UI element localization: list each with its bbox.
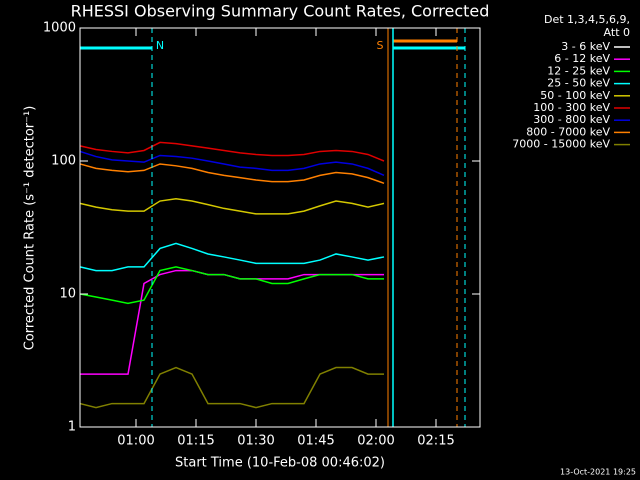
series-line [79,366,384,409]
series-line [79,163,385,184]
y-tick-label: 1 [68,420,76,435]
series-line [79,198,385,215]
x-tick-label: 01:30 [237,434,274,449]
legend-label: 800 - 7000 keV [526,125,610,138]
y-tick-label: 10 [59,287,76,302]
y-axis-label: Corrected Count Rate (s⁻¹ detector⁻¹) [23,106,38,351]
legend-title: Det 1,3,4,5,6,9, [544,13,630,26]
series-line [79,266,384,305]
event-label: S [377,39,384,52]
legend-title: Att 0 [604,26,630,39]
series-line [159,322,384,341]
legend-label: 25 - 50 keV [547,77,610,90]
y-tick-label: 100 [51,154,76,169]
footer: 13-Oct-2021 19:25 [560,468,636,477]
legend-label: 12 - 25 keV [547,64,610,77]
x-tick-label: 01:45 [297,434,334,449]
chart-title: RHESSI Observing Summary Count Rates, Co… [71,2,490,21]
legend-label: 3 - 6 keV [561,40,610,53]
x-axis-label: Start Time (10-Feb-08 00:46:02) [175,456,385,471]
legend-label: 100 - 300 keV [533,101,610,114]
legend-label: 7000 - 15000 keV [512,138,610,151]
x-tick-label: 01:00 [117,434,154,449]
plot-frame [79,27,481,428]
series-line [79,141,385,162]
x-tick-label: 02:15 [417,434,454,449]
series-line [79,150,385,177]
legend-label: 300 - 800 keV [533,113,610,126]
series-line [79,242,385,272]
y-tick-label: 1000 [43,21,76,36]
event-label: N [156,39,164,52]
legend-label: 50 - 100 keV [540,89,610,102]
x-tick-label: 01:15 [177,434,214,449]
legend-label: 6 - 12 keV [554,52,610,65]
x-tick-label: 02:00 [357,434,394,449]
